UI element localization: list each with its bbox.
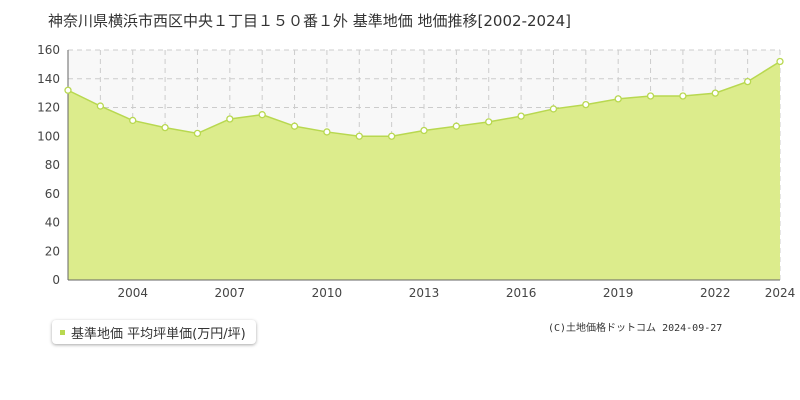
data-point: [290, 122, 299, 130]
data-point: [258, 111, 266, 119]
series-area: [68, 61, 780, 280]
data-point: [614, 95, 622, 103]
data-point: [485, 118, 493, 126]
y-tick-label: 120: [37, 101, 60, 115]
y-tick-label: 80: [45, 158, 60, 172]
data-point: [193, 129, 202, 138]
data-point: [161, 123, 169, 132]
y-tick-label: 40: [45, 216, 60, 230]
data-point: [679, 92, 687, 100]
data-point: [129, 116, 137, 125]
y-tick-label: 60: [45, 187, 60, 201]
data-point: [517, 112, 525, 120]
y-tick-label: 0: [52, 273, 60, 287]
x-tick-label: 2010: [312, 286, 343, 300]
data-point: [64, 86, 72, 94]
legend-swatch: [60, 329, 65, 335]
data-point: [776, 57, 784, 66]
data-point: [582, 100, 590, 109]
x-tick-label: 2024: [765, 286, 796, 300]
y-tick-label: 160: [37, 43, 60, 57]
y-tick-label: 140: [37, 72, 60, 86]
x-tick-label: 2004: [117, 286, 148, 300]
y-tick-label: 100: [37, 129, 60, 143]
x-tick-label: 2013: [409, 286, 440, 300]
chart-title: 神奈川県横浜市西区中央１丁目１５０番１外 基準地価 地価推移[2002-2024…: [48, 12, 572, 30]
data-point: [420, 126, 428, 135]
data-point: [96, 102, 105, 110]
data-point: [226, 115, 234, 123]
legend-label: 基準地価 平均坪単価(万円/坪): [71, 326, 246, 342]
data-point: [646, 92, 655, 100]
y-tick-label: 20: [45, 244, 60, 258]
x-tick-label: 2016: [506, 286, 537, 300]
data-point: [743, 77, 752, 86]
x-tick-label: 2022: [700, 286, 731, 300]
copyright: (C)土地価格ドットコム 2024-09-27: [548, 323, 723, 334]
data-point: [355, 132, 363, 140]
data-point: [323, 128, 331, 136]
data-point: [549, 105, 558, 113]
legend: 基準地価 平均坪単価(万円/坪): [52, 320, 256, 344]
data-point: [387, 132, 396, 140]
x-tick-label: 2019: [603, 286, 634, 300]
x-tick-label: 2007: [215, 286, 246, 300]
data-point: [711, 89, 719, 97]
data-point: [452, 122, 461, 130]
